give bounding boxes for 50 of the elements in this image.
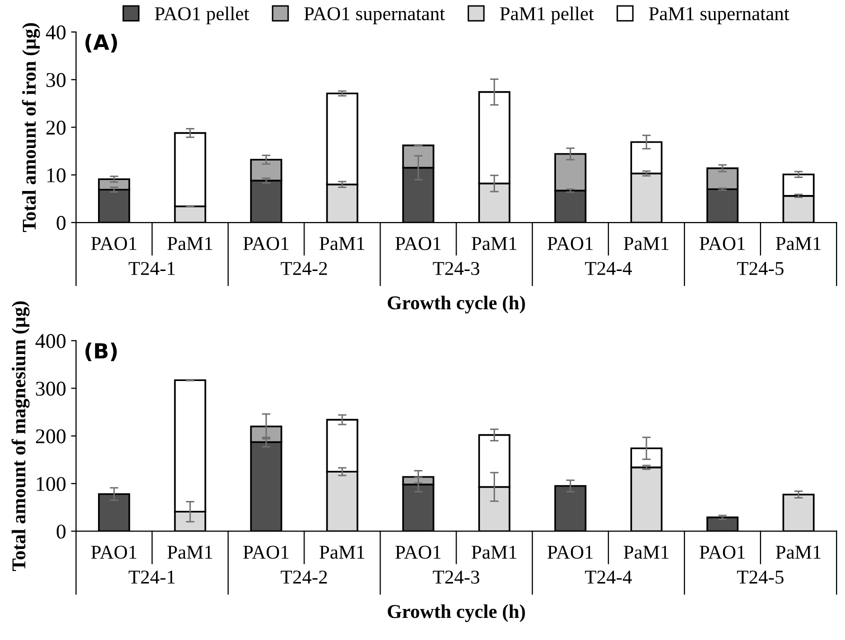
x-tick-label: PAO1 (91, 237, 136, 250)
text: T24-2 (280, 262, 327, 275)
text: T24-5 (737, 570, 784, 584)
y-tick-label: 100 (36, 476, 66, 491)
x-tick-label: PaM1 (472, 546, 516, 559)
y-tick-label: 40 (46, 25, 66, 40)
y-tick-label: 200 (36, 429, 66, 444)
x-tick-label: PAO1 (395, 546, 441, 559)
y-tick-label: 0 (56, 216, 66, 230)
legend-label: PAO1 pellet (154, 6, 250, 24)
x-tick-label: PaM1 (320, 546, 364, 559)
chart-title: (A) (85, 34, 118, 52)
chart-title: (B) (85, 342, 117, 362)
x-tick-label: PaM1 (776, 546, 821, 559)
text: T24-4 (584, 570, 632, 584)
x-tick-label: PaM1 (776, 237, 821, 250)
x-tick-label: PaM1 (472, 237, 516, 250)
y-axis-title: Total amount of iron (µg) (22, 23, 40, 232)
x-tick-label: PAO1 (395, 237, 441, 250)
x-tick-label: PAO1 (91, 546, 136, 559)
text: T24-1 (128, 262, 175, 275)
text: T24-3 (432, 570, 480, 584)
x-axis-title: Growth cycle (h) (388, 296, 525, 314)
y-axis-title: Total amount of magnesium (µg) (12, 301, 30, 572)
x-tick-label: PaM1 (624, 546, 668, 559)
y-tick-label: 300 (36, 382, 66, 396)
y-tick-label: 0 (56, 524, 66, 539)
x-tick-label: PaM1 (624, 237, 668, 250)
x-tick-label: PAO1 (243, 237, 288, 250)
text: T24-2 (280, 570, 327, 584)
x-tick-label: PaM1 (320, 237, 364, 250)
text: T24-1 (128, 570, 175, 584)
x-tick-label: PaM1 (167, 237, 212, 250)
x-tick-label: PAO1 (700, 237, 745, 250)
x-tick-label: PAO1 (700, 546, 745, 559)
legend-label: PaM1 supernatant (648, 7, 790, 24)
legend-label: PaM1 pellet (500, 6, 594, 24)
x-tick-label: PAO1 (243, 546, 288, 559)
x-tick-label: PaM1 (167, 546, 212, 559)
text: T24-4 (584, 262, 632, 275)
x-axis-title: Growth cycle (h) (388, 604, 525, 622)
text: T24-3 (432, 262, 480, 276)
y-tick-label: 10 (47, 168, 66, 182)
x-tick-label: PAO1 (548, 237, 593, 250)
text: T24-5 (737, 262, 784, 276)
y-tick-label: 30 (46, 73, 66, 88)
y-tick-label: 20 (46, 120, 66, 135)
x-tick-label: PAO1 (548, 546, 593, 559)
y-tick-label: 400 (35, 334, 66, 348)
legend-label: PAO1 supernatant (304, 7, 445, 24)
